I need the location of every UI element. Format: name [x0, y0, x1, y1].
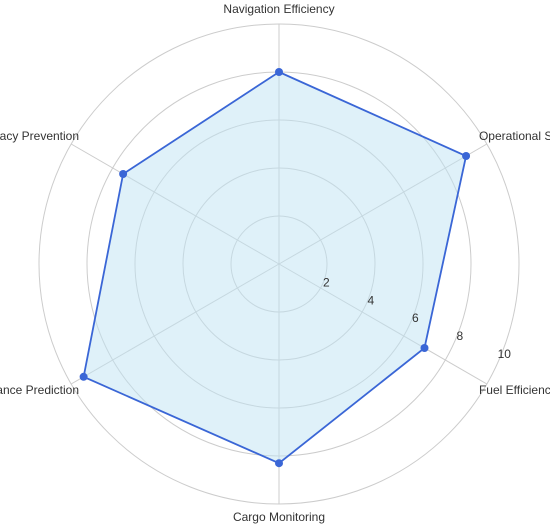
r-tick-label: 4	[367, 293, 374, 307]
r-tick-label: 8	[456, 329, 463, 343]
axis-label: Operational Safety	[479, 129, 550, 143]
data-point	[275, 68, 283, 76]
r-tick-label: 6	[412, 311, 419, 325]
axis-label: Maintenance Prediction	[0, 383, 79, 397]
data-point	[119, 170, 128, 178]
data-point	[275, 459, 283, 468]
data-point	[462, 152, 471, 160]
axis-label: Piracy Prevention	[0, 129, 79, 143]
r-tick-label: 2	[323, 275, 330, 289]
axis-label: Cargo Monitoring	[233, 510, 325, 524]
axis-label: Fuel Efficiency	[479, 383, 550, 397]
data-point	[79, 372, 88, 381]
data-point	[420, 344, 429, 352]
axis-label: Navigation Efficiency	[223, 2, 334, 16]
r-tick-label: 10	[498, 347, 512, 361]
